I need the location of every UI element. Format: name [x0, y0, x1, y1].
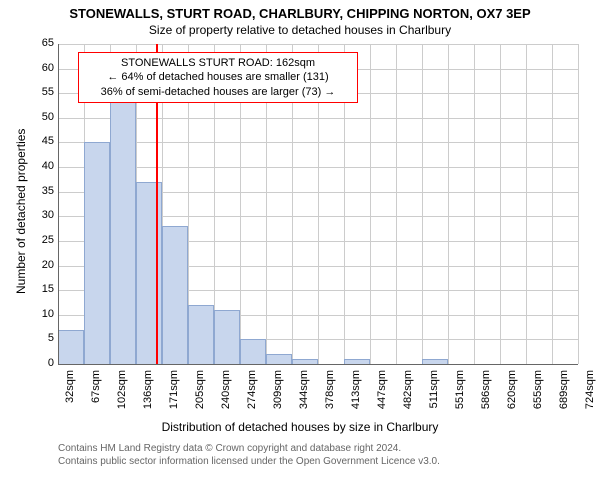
x-axis-line: [58, 364, 578, 365]
histogram-bar: [266, 354, 292, 364]
gridline-v: [370, 44, 371, 364]
y-tick-label: 0: [26, 357, 54, 369]
x-tick-label: 67sqm: [90, 370, 102, 418]
x-tick-label: 102sqm: [116, 370, 128, 418]
y-tick-label: 20: [26, 259, 54, 271]
x-tick-label: 378sqm: [324, 370, 336, 418]
annotation-line2: ← 64% of detached houses are smaller (13…: [85, 70, 351, 84]
gridline-v: [500, 44, 501, 364]
gridline-v: [526, 44, 527, 364]
x-tick-label: 655sqm: [532, 370, 544, 418]
y-tick-label: 15: [26, 283, 54, 295]
annotation-line3: 36% of semi-detached houses are larger (…: [85, 85, 351, 99]
x-axis-label: Distribution of detached houses by size …: [0, 420, 600, 434]
y-tick-label: 30: [26, 209, 54, 221]
x-tick-label: 32sqm: [64, 370, 76, 418]
y-tick-label: 50: [26, 111, 54, 123]
y-tick-label: 35: [26, 185, 54, 197]
x-tick-label: 274sqm: [246, 370, 258, 418]
footer-line1: Contains HM Land Registry data © Crown c…: [58, 442, 440, 455]
histogram-bar: [188, 305, 214, 364]
x-tick-label: 240sqm: [220, 370, 232, 418]
y-tick-label: 65: [26, 37, 54, 49]
x-tick-label: 447sqm: [376, 370, 388, 418]
y-tick-label: 10: [26, 308, 54, 320]
chart-title: STONEWALLS, STURT ROAD, CHARLBURY, CHIPP…: [0, 0, 600, 21]
histogram-bar: [84, 142, 110, 364]
x-tick-label: 413sqm: [350, 370, 362, 418]
x-tick-label: 724sqm: [584, 370, 596, 418]
histogram-bar: [162, 226, 188, 364]
histogram-bar: [110, 98, 136, 364]
gridline-v: [396, 44, 397, 364]
gridline-v: [448, 44, 449, 364]
y-tick-label: 40: [26, 160, 54, 172]
footer-credits: Contains HM Land Registry data © Crown c…: [58, 442, 440, 468]
footer-line2: Contains public sector information licen…: [58, 455, 440, 468]
x-tick-label: 511sqm: [428, 370, 440, 418]
x-tick-label: 689sqm: [558, 370, 570, 418]
x-tick-label: 136sqm: [142, 370, 154, 418]
histogram-bar: [136, 182, 162, 364]
histogram-bar: [240, 339, 266, 364]
gridline-v: [578, 44, 579, 364]
x-tick-label: 620sqm: [506, 370, 518, 418]
gridline-v: [422, 44, 423, 364]
annotation-line1: STONEWALLS STURT ROAD: 162sqm: [85, 56, 351, 70]
x-tick-label: 482sqm: [402, 370, 414, 418]
histogram-bar: [58, 330, 84, 364]
y-tick-label: 25: [26, 234, 54, 246]
y-tick-label: 55: [26, 86, 54, 98]
annotation-box: STONEWALLS STURT ROAD: 162sqm ← 64% of d…: [78, 52, 358, 103]
x-tick-label: 309sqm: [272, 370, 284, 418]
x-tick-label: 171sqm: [168, 370, 180, 418]
y-axis-line: [58, 44, 59, 364]
x-tick-label: 551sqm: [454, 370, 466, 418]
x-tick-label: 344sqm: [298, 370, 310, 418]
histogram-bar: [214, 310, 240, 364]
y-tick-label: 45: [26, 135, 54, 147]
gridline-v: [552, 44, 553, 364]
gridline-v: [474, 44, 475, 364]
y-tick-label: 5: [26, 332, 54, 344]
chart-container: STONEWALLS, STURT ROAD, CHARLBURY, CHIPP…: [0, 0, 600, 500]
x-tick-label: 586sqm: [480, 370, 492, 418]
y-tick-label: 60: [26, 62, 54, 74]
x-tick-label: 205sqm: [194, 370, 206, 418]
chart-subtitle: Size of property relative to detached ho…: [0, 21, 600, 39]
